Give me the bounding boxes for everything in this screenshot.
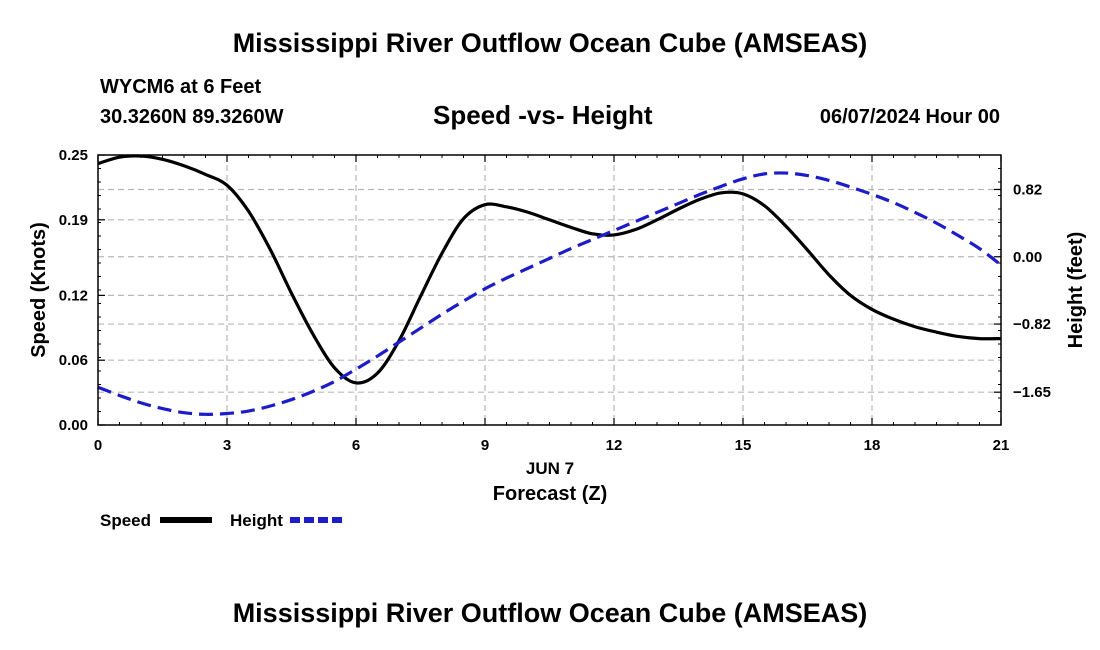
plot-frame bbox=[97, 154, 1002, 426]
axis-ticks bbox=[97, 154, 1002, 426]
y2-tick-label: −1.65 bbox=[1013, 384, 1051, 401]
x-tick-label: 3 bbox=[223, 437, 231, 454]
x-tick-label: 12 bbox=[606, 437, 623, 454]
x-tick-label: 21 bbox=[993, 437, 1010, 454]
y-tick-label: 0.19 bbox=[59, 212, 88, 229]
x-tick-label: 15 bbox=[735, 437, 752, 454]
bottom-title: Mississippi River Outflow Ocean Cube (AM… bbox=[232, 598, 868, 628]
station-label: WYCM6 at 6 Feet bbox=[100, 76, 262, 98]
legend-label-height: Height bbox=[230, 511, 283, 530]
y-axis-title: Speed (Knots) bbox=[28, 222, 50, 358]
x-tick-label: 0 bbox=[94, 437, 102, 454]
x-axis-title: Forecast (Z) bbox=[493, 483, 607, 505]
y-tick-label: 0.25 bbox=[59, 147, 88, 164]
series-lines bbox=[97, 154, 1002, 416]
x-axis-date-label: JUN 7 bbox=[526, 459, 574, 478]
chart-subtitle: Speed -vs- Height bbox=[433, 100, 653, 130]
y2-tick-label: −0.82 bbox=[1013, 316, 1051, 333]
series-line-speed bbox=[97, 154, 1002, 385]
main-title: Mississippi River Outflow Ocean Cube (AM… bbox=[232, 28, 868, 58]
y2-axis-title: Height (feet) bbox=[1065, 232, 1087, 349]
x-tick-label: 9 bbox=[481, 437, 489, 454]
coordinates-label: 30.3260N 89.3260W bbox=[100, 106, 284, 128]
datetime-label: 06/07/2024 Hour 00 bbox=[819, 106, 1000, 128]
legend: Speed Height bbox=[100, 511, 342, 530]
y-tick-label: 0.00 bbox=[59, 417, 88, 434]
y2-tick-label: 0.82 bbox=[1013, 181, 1042, 198]
x-tick-label: 18 bbox=[864, 437, 881, 454]
x-tick-label: 6 bbox=[352, 437, 360, 454]
axis-labels: 0 3 6 9 12 15 18 21 0.00 0.06 0.12 0.19 0.25 −1.65 −0.… bbox=[59, 147, 1051, 454]
series-line-height bbox=[97, 171, 1002, 416]
grid-lines bbox=[98, 155, 1001, 425]
y-tick-label: 0.12 bbox=[59, 287, 88, 304]
y-tick-label: 0.06 bbox=[59, 352, 88, 369]
y2-tick-label: 0.00 bbox=[1013, 249, 1042, 266]
legend-label-speed: Speed bbox=[100, 511, 151, 530]
